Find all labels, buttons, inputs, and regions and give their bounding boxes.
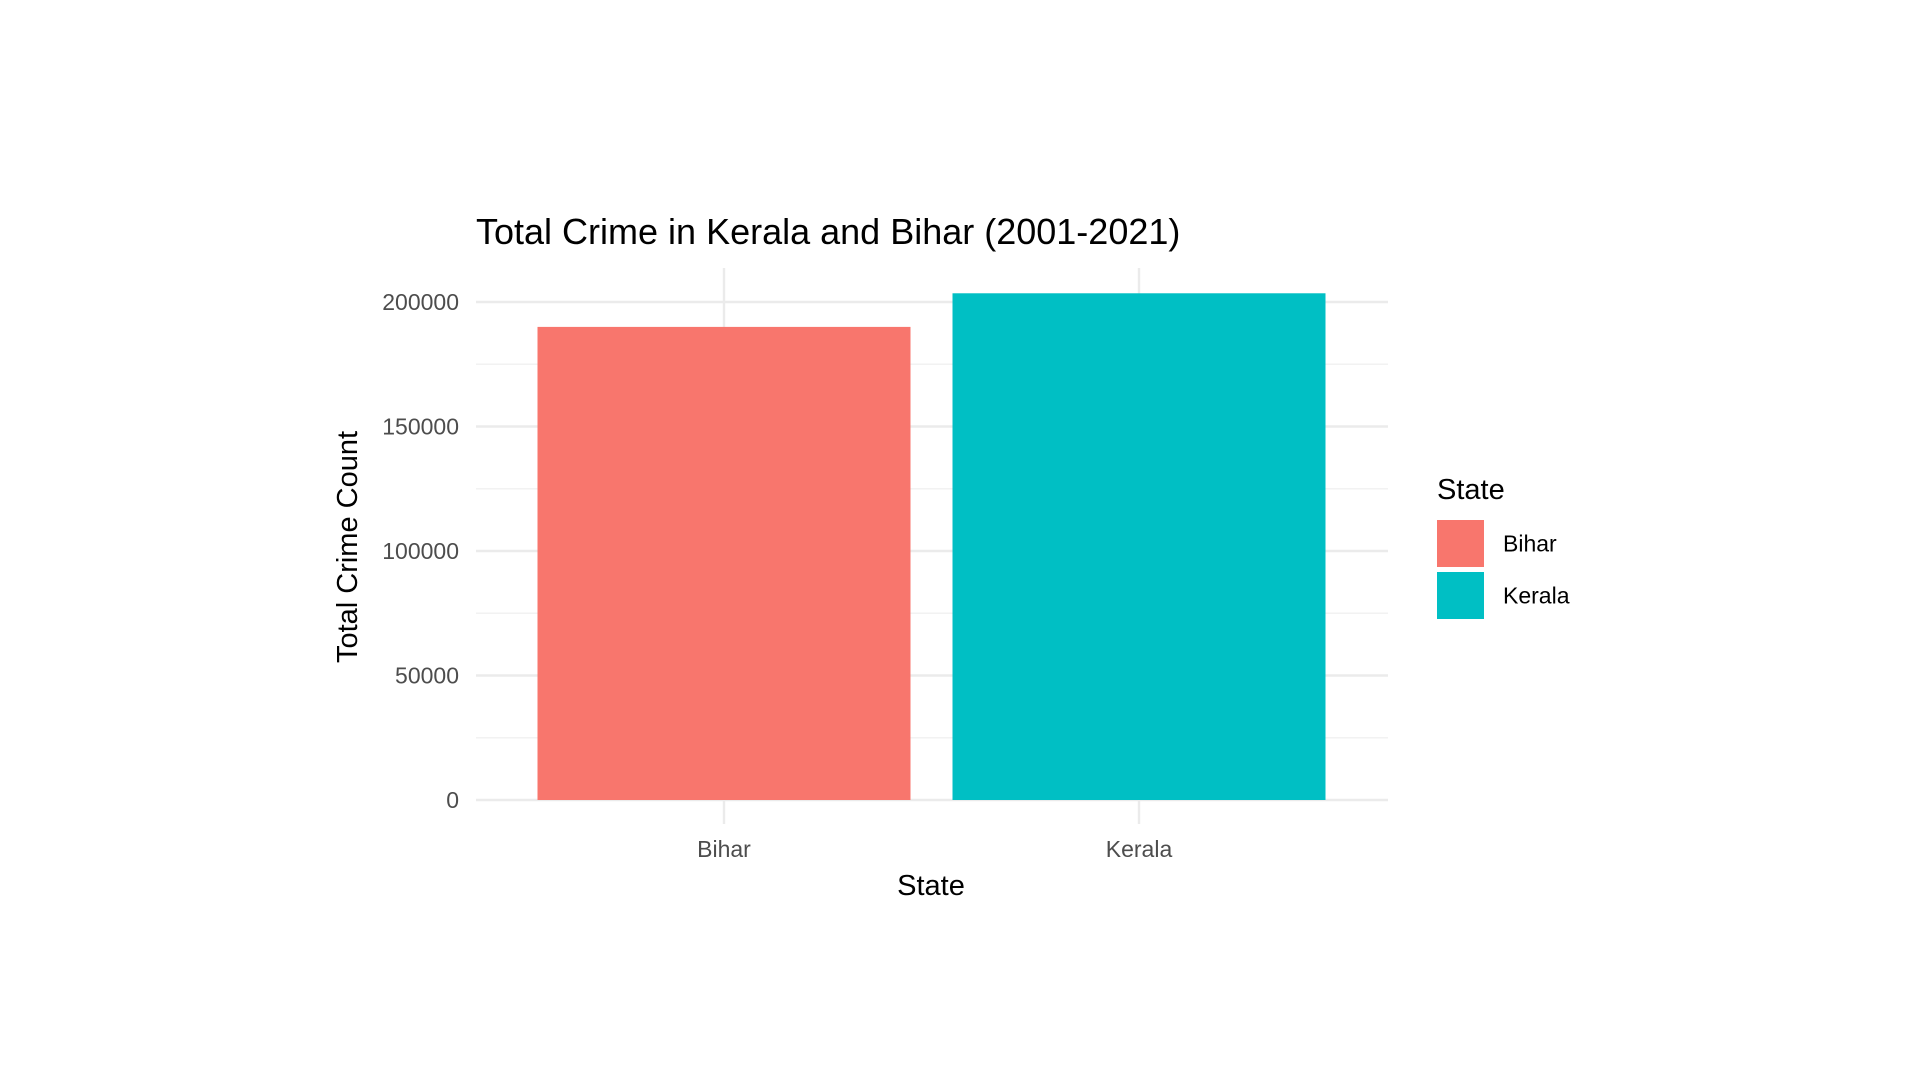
y-tick-label: 50000 (395, 663, 459, 689)
y-tick-label: 100000 (382, 538, 459, 564)
y-tick-label: 200000 (382, 289, 459, 315)
legend-label: Bihar (1503, 531, 1557, 557)
legend: State Bihar Kerala (1437, 474, 1570, 619)
legend-key-bihar (1437, 520, 1484, 567)
bar-kerala (952, 293, 1326, 800)
y-tick-label: 150000 (382, 414, 459, 440)
legend-label: Kerala (1503, 583, 1570, 609)
y-axis-title: Total Crime Count (332, 431, 364, 663)
legend-key-kerala (1437, 572, 1484, 619)
y-axis-ticks: 0 50000 100000 150000 200000 (382, 289, 459, 813)
chart-title: Total Crime in Kerala and Bihar (2001-20… (476, 211, 1180, 252)
x-axis-title: State (897, 870, 965, 902)
bars (537, 293, 1326, 800)
x-tick-label: Kerala (1106, 836, 1173, 862)
legend-title: State (1437, 474, 1505, 506)
bar-bihar (537, 326, 911, 800)
y-tick-label: 0 (446, 787, 459, 813)
x-tick-label: Bihar (697, 836, 751, 862)
x-axis-ticks: Bihar Kerala (697, 836, 1172, 862)
